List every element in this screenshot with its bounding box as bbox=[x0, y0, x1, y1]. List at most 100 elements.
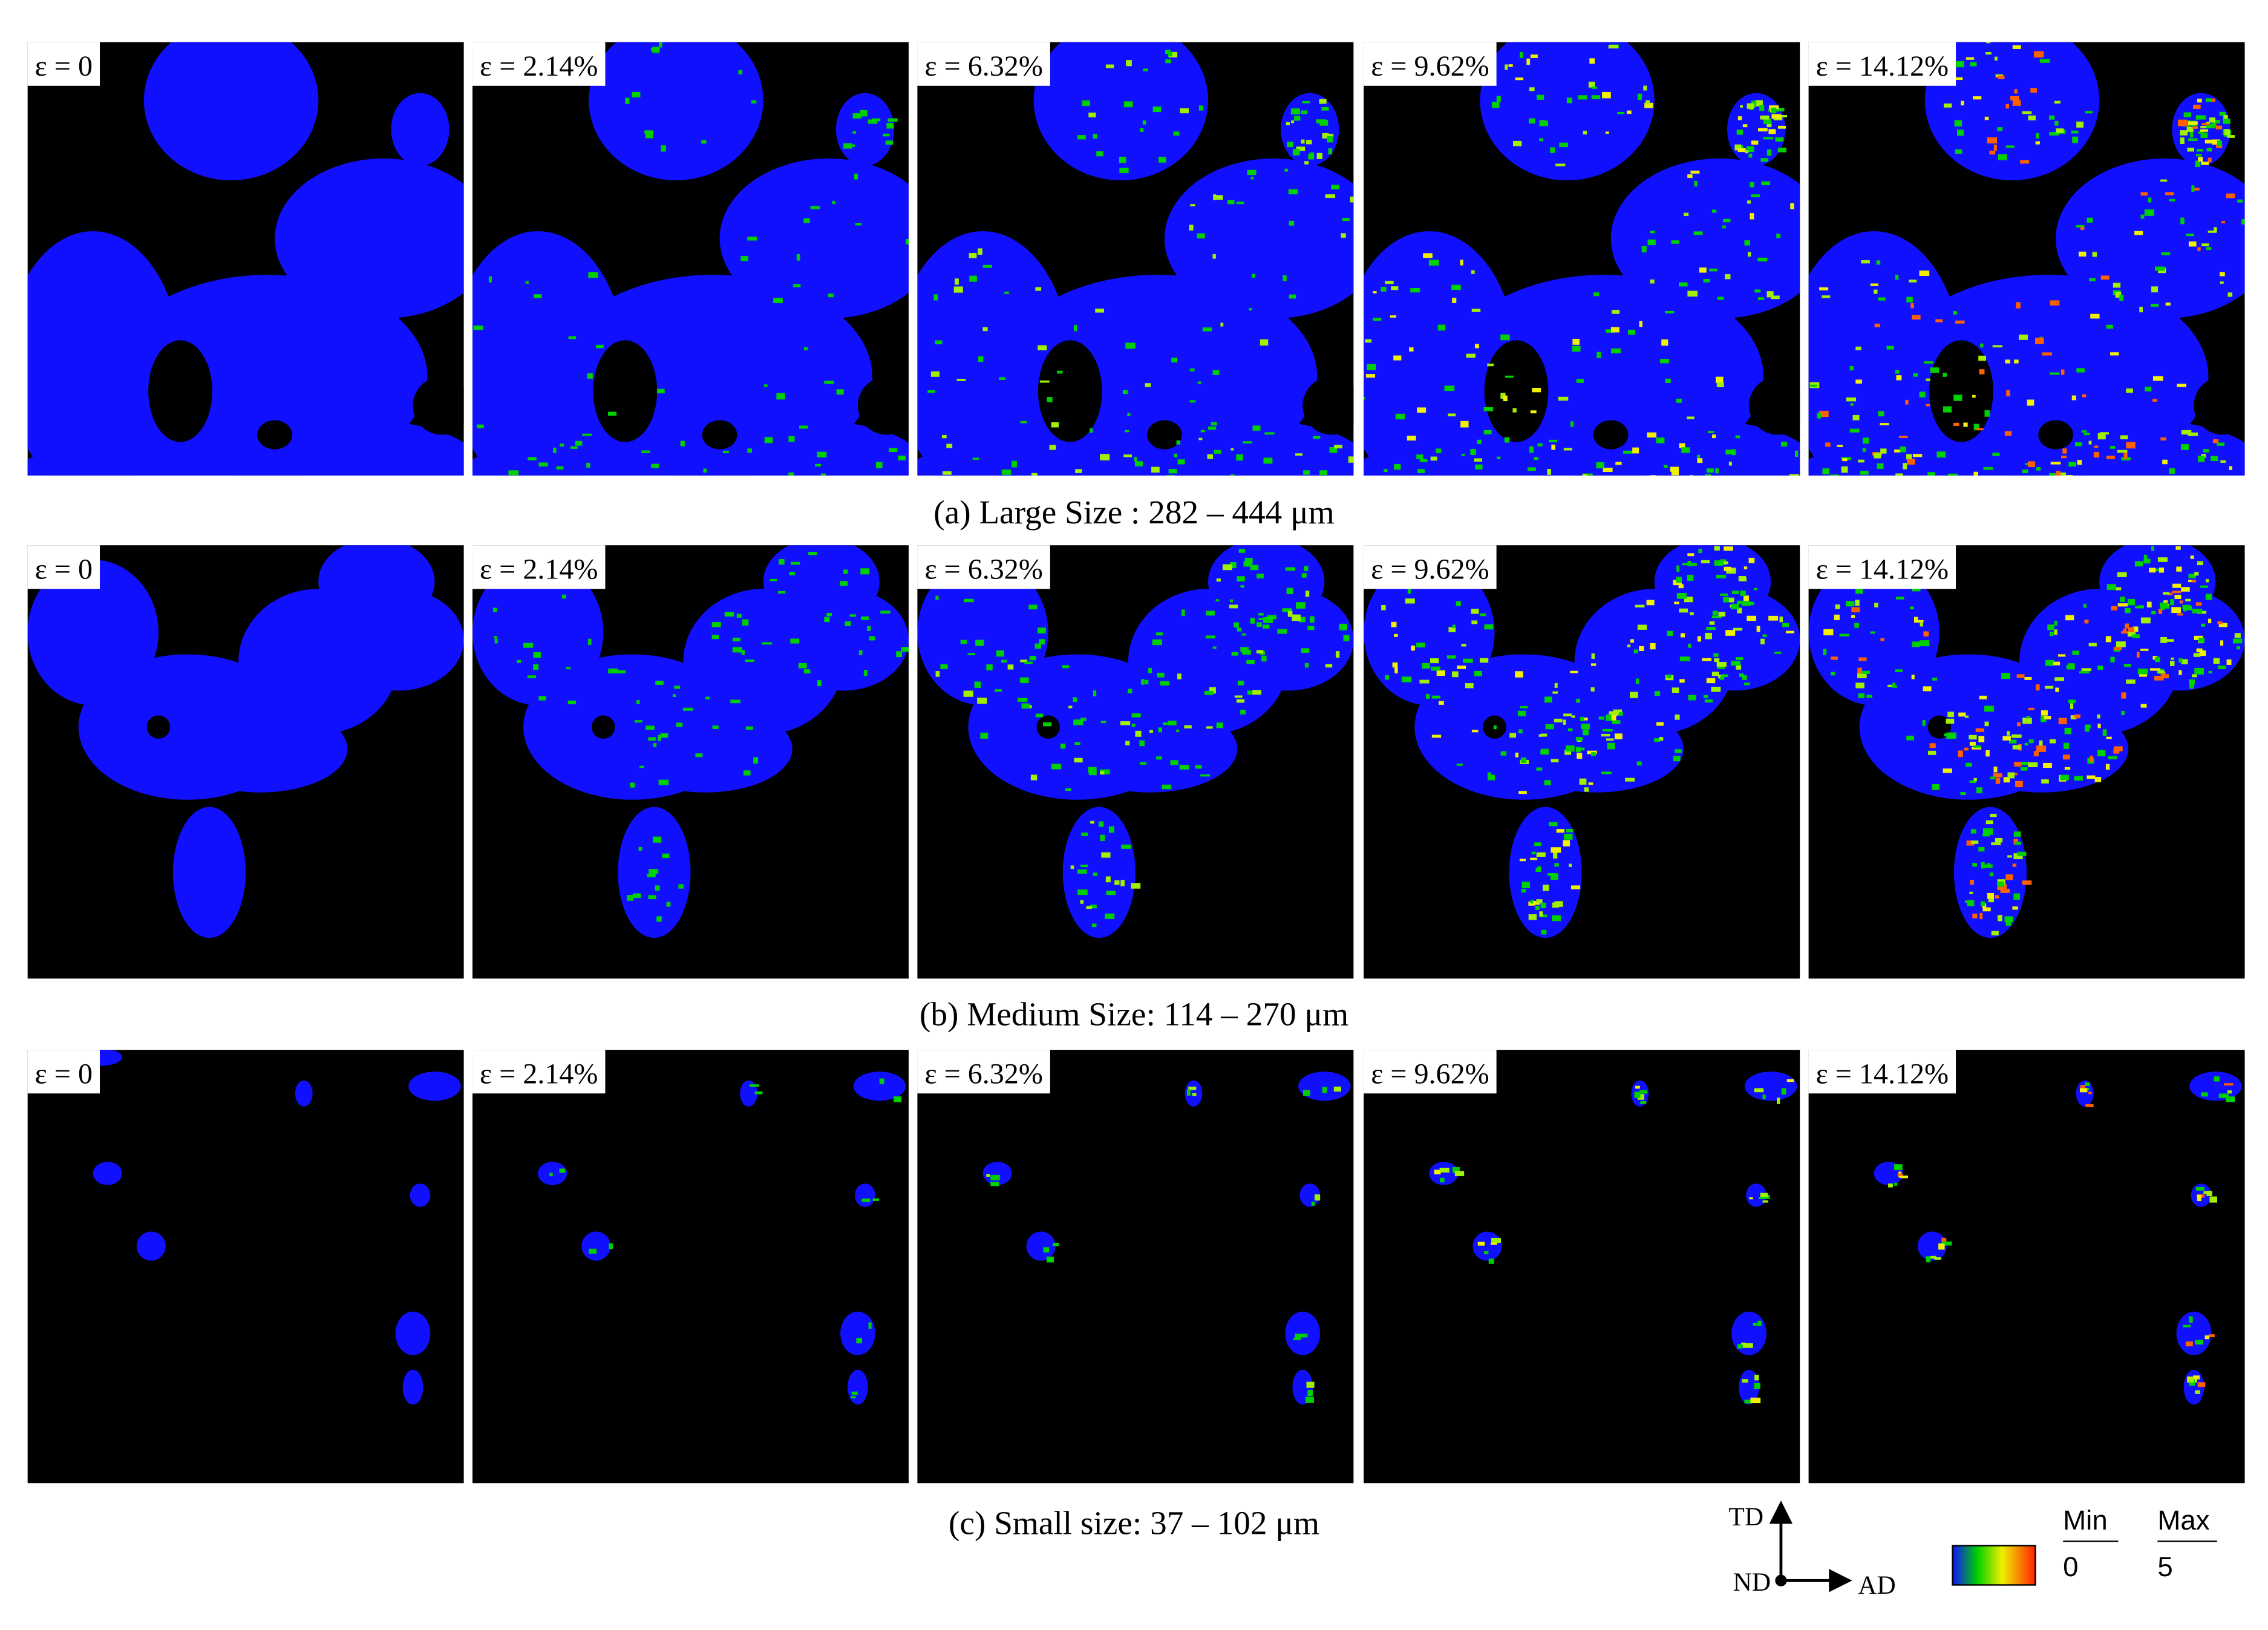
misorientation-speck bbox=[1220, 322, 1224, 327]
misorientation-speck bbox=[1723, 218, 1731, 223]
misorientation-speck bbox=[1480, 613, 1486, 617]
misorientation-speck bbox=[2197, 247, 2201, 251]
misorientation-speck bbox=[2195, 602, 2202, 606]
grain bbox=[1746, 1183, 1766, 1207]
misorientation-speck bbox=[657, 388, 665, 394]
misorientation-speck bbox=[1077, 869, 1087, 874]
misorientation-speck bbox=[1341, 233, 1346, 238]
misorientation-speck bbox=[1704, 474, 1711, 476]
void bbox=[1929, 340, 1993, 442]
misorientation-speck bbox=[2152, 376, 2163, 381]
grain bbox=[275, 158, 464, 319]
misorientation-speck bbox=[652, 47, 659, 53]
misorientation-speck bbox=[1123, 101, 1133, 108]
misorientation-speck bbox=[1858, 459, 1864, 463]
misorientation-speck bbox=[1878, 411, 1884, 417]
misorientation-speck bbox=[1298, 617, 1306, 623]
grain bbox=[1062, 705, 1238, 793]
misorientation-speck bbox=[1096, 151, 1103, 157]
misorientation-speck bbox=[2102, 729, 2107, 736]
misorientation-speck bbox=[978, 356, 984, 362]
misorientation-speck bbox=[1979, 695, 1987, 699]
misorientation-speck bbox=[851, 144, 855, 147]
misorientation-speck bbox=[1563, 719, 1566, 725]
misorientation-speck bbox=[2220, 281, 2224, 284]
grain bbox=[408, 1072, 461, 1101]
misorientation-speck bbox=[2067, 663, 2075, 670]
misorientation-speck bbox=[2208, 231, 2215, 233]
grain bbox=[1364, 434, 1640, 476]
misorientation-speck bbox=[2012, 863, 2017, 867]
misorientation-speck bbox=[2151, 546, 2154, 551]
misorientation-speck bbox=[1913, 620, 1924, 623]
misorientation-speck bbox=[1236, 201, 1244, 205]
misorientation-speck bbox=[1457, 665, 1466, 669]
misorientation-speck bbox=[2005, 103, 2010, 109]
misorientation-speck bbox=[1944, 516, 1947, 519]
misorientation-speck bbox=[2060, 774, 2069, 781]
misorientation-speck bbox=[1364, 397, 1365, 400]
misorientation-speck bbox=[2015, 781, 2023, 788]
misorientation-speck bbox=[2123, 453, 2128, 459]
void bbox=[1749, 376, 1800, 435]
misorientation-speck bbox=[1781, 442, 1788, 447]
misorientation-speck bbox=[1498, 508, 1506, 511]
misorientation-speck bbox=[1168, 51, 1178, 57]
misorientation-speck bbox=[1857, 673, 1867, 678]
grain bbox=[1610, 158, 1800, 319]
misorientation-speck bbox=[1578, 95, 1587, 100]
misorientation-speck bbox=[2087, 217, 2093, 223]
misorientation-speck bbox=[1291, 120, 1295, 123]
misorientation-speck bbox=[2190, 555, 2194, 559]
misorientation-speck bbox=[1724, 566, 1731, 571]
misorientation-speck bbox=[2011, 734, 2022, 738]
misorientation-speck bbox=[764, 437, 773, 444]
misorientation-speck bbox=[712, 725, 719, 729]
misorientation-speck bbox=[1308, 479, 1318, 483]
misorientation-speck bbox=[1676, 565, 1680, 572]
misorientation-speck bbox=[1628, 329, 1636, 335]
misorientation-speck bbox=[582, 433, 592, 436]
misorientation-speck bbox=[2087, 775, 2096, 779]
misorientation-speck bbox=[1177, 459, 1185, 465]
misorientation-speck bbox=[2028, 739, 2034, 744]
misorientation-speck bbox=[1895, 370, 1900, 374]
misorientation-speck bbox=[1786, 630, 1794, 633]
misorientation-speck bbox=[1782, 623, 1789, 627]
misorientation-speck bbox=[1841, 466, 1848, 473]
misorientation-speck bbox=[1101, 852, 1111, 858]
misorientation-speck bbox=[2005, 145, 2015, 148]
misorientation-speck bbox=[2110, 446, 2116, 449]
misorientation-speck bbox=[1969, 891, 1973, 894]
misorientation-speck bbox=[1339, 623, 1348, 630]
misorientation-speck bbox=[1842, 458, 1848, 462]
misorientation-speck bbox=[1891, 685, 1897, 688]
misorientation-speck bbox=[1771, 107, 1777, 114]
misorientation-speck bbox=[1909, 280, 1917, 283]
misorientation-speck bbox=[1972, 747, 1982, 750]
misorientation-speck bbox=[1537, 443, 1543, 447]
grain bbox=[2183, 1369, 2204, 1405]
misorientation-speck bbox=[560, 444, 564, 447]
misorientation-speck bbox=[1285, 567, 1296, 571]
misorientation-speck bbox=[2189, 679, 2195, 685]
misorientation-speck bbox=[1973, 471, 1978, 476]
misorientation-speck bbox=[858, 650, 863, 655]
misorientation-speck bbox=[678, 884, 684, 889]
misorientation-speck bbox=[1716, 382, 1724, 387]
misorientation-speck bbox=[1960, 477, 1967, 480]
misorientation-speck bbox=[1771, 295, 1780, 299]
misorientation-speck bbox=[1057, 370, 1063, 374]
misorientation-speck bbox=[2072, 650, 2080, 655]
misorientation-speck bbox=[1296, 146, 1306, 151]
misorientation-speck bbox=[1938, 1243, 1945, 1250]
misorientation-speck bbox=[1641, 246, 1647, 253]
misorientation-speck bbox=[2083, 433, 2090, 436]
misorientation-speck bbox=[1322, 1087, 1327, 1093]
misorientation-speck bbox=[2134, 561, 2143, 567]
misorientation-speck bbox=[1166, 475, 1174, 476]
misorientation-speck bbox=[2169, 485, 2176, 489]
misorientation-speck bbox=[1763, 137, 1774, 140]
misorientation-speck bbox=[1373, 291, 1377, 293]
misorientation-speck bbox=[1984, 705, 1994, 712]
